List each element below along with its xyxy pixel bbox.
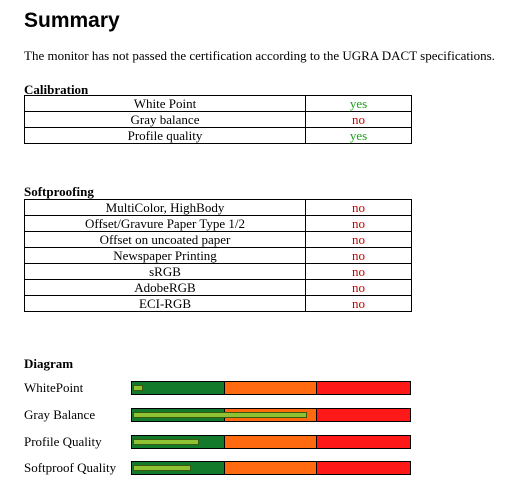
test-label: MultiColor, HighBody bbox=[24, 199, 306, 216]
diagram-row-profile-quality: Profile Quality bbox=[24, 434, 424, 450]
table-row: MultiColor, HighBody no bbox=[24, 199, 412, 216]
test-result: no bbox=[305, 247, 412, 264]
diagram-label: Gray Balance bbox=[24, 407, 96, 422]
test-result: yes bbox=[305, 127, 412, 144]
quality-bar bbox=[131, 381, 411, 395]
table-row: White Point yes bbox=[24, 95, 412, 112]
test-label: AdobeRGB bbox=[24, 279, 306, 296]
quality-level-indicator bbox=[133, 439, 199, 445]
bar-segment-bad bbox=[317, 382, 410, 394]
test-label: Gray balance bbox=[24, 111, 306, 128]
softproofing-heading: Softproofing bbox=[24, 184, 94, 199]
bar-segment-good bbox=[132, 382, 225, 394]
test-result: no bbox=[305, 199, 412, 216]
test-label: Profile quality bbox=[24, 127, 306, 144]
bar-segment-medium bbox=[224, 462, 318, 474]
test-result: no bbox=[305, 263, 412, 280]
quality-level-indicator bbox=[133, 412, 307, 418]
test-result: yes bbox=[305, 95, 412, 112]
table-row: Profile quality yes bbox=[24, 127, 412, 144]
bar-segment-bad bbox=[317, 436, 410, 448]
table-row: Newspaper Printing no bbox=[24, 247, 412, 264]
table-row: sRGB no bbox=[24, 263, 412, 280]
diagram-row-softproof-quality: Softproof Quality bbox=[24, 460, 424, 476]
diagram-heading: Diagram bbox=[24, 356, 74, 371]
test-label: White Point bbox=[24, 95, 306, 112]
diagram-label: Softproof Quality bbox=[24, 460, 117, 475]
test-result: no bbox=[305, 295, 412, 312]
table-row: Offset/Gravure Paper Type 1/2 no bbox=[24, 215, 412, 232]
test-result: no bbox=[305, 279, 412, 296]
certification-statement: The monitor has not passed the certifica… bbox=[24, 48, 495, 63]
test-label: ECI-RGB bbox=[24, 295, 306, 312]
quality-bar bbox=[131, 435, 411, 449]
quality-bar bbox=[131, 408, 411, 422]
quality-bar bbox=[131, 461, 411, 475]
table-row: ECI-RGB no bbox=[24, 295, 412, 312]
bar-segment-medium bbox=[224, 382, 318, 394]
test-result: no bbox=[305, 231, 412, 248]
test-label: Offset on uncoated paper bbox=[24, 231, 306, 248]
calibration-table: White Point yes Gray balance no Profile … bbox=[24, 95, 412, 144]
calibration-heading: Calibration bbox=[24, 82, 89, 97]
diagram-label: Profile Quality bbox=[24, 434, 102, 449]
quality-level-indicator bbox=[133, 385, 143, 391]
bar-segment-medium bbox=[224, 436, 318, 448]
table-row: AdobeRGB no bbox=[24, 279, 412, 296]
diagram-row-gray-balance: Gray Balance bbox=[24, 407, 424, 423]
test-label: Offset/Gravure Paper Type 1/2 bbox=[24, 215, 306, 232]
page-title: Summary bbox=[24, 9, 120, 32]
test-result: no bbox=[305, 111, 412, 128]
softproofing-table: MultiColor, HighBody no Offset/Gravure P… bbox=[24, 199, 412, 312]
quality-level-indicator bbox=[133, 465, 191, 471]
table-row: Gray balance no bbox=[24, 111, 412, 128]
bar-segment-bad bbox=[317, 462, 410, 474]
test-result: no bbox=[305, 215, 412, 232]
diagram-label: WhitePoint bbox=[24, 380, 84, 395]
test-label: sRGB bbox=[24, 263, 306, 280]
test-label: Newspaper Printing bbox=[24, 247, 306, 264]
table-row: Offset on uncoated paper no bbox=[24, 231, 412, 248]
diagram-row-whitepoint: WhitePoint bbox=[24, 380, 424, 396]
bar-segment-bad bbox=[317, 409, 410, 421]
